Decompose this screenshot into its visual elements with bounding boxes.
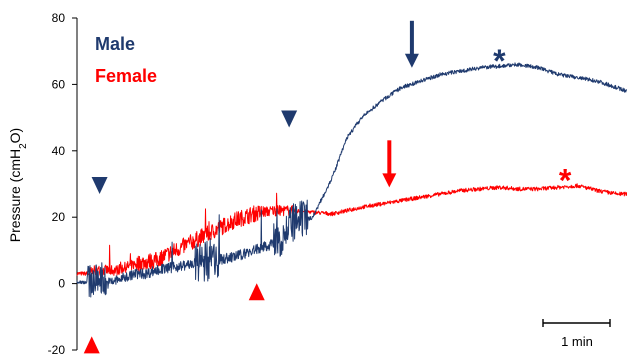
y-tick-label: -20 <box>48 343 66 357</box>
annotations: ** <box>83 20 572 354</box>
series-female-line <box>76 183 627 277</box>
male-arrow <box>404 20 419 68</box>
female-arrowhead <box>248 283 265 301</box>
scale-bar-label: 1 min <box>561 334 593 349</box>
y-tick-label: 40 <box>52 144 66 158</box>
y-axis-label-end: O) <box>7 128 23 144</box>
series-male-line <box>76 62 627 298</box>
series-lines <box>76 62 627 298</box>
male-star: * <box>493 43 506 79</box>
male-arrowhead <box>91 176 108 194</box>
legend-male: Male <box>95 34 135 54</box>
female-star: * <box>559 162 572 198</box>
time-scale-bar: 1 min <box>542 319 611 349</box>
legend-female: Female <box>95 66 157 86</box>
y-tick-label: 80 <box>52 11 66 25</box>
male-arrowhead <box>281 110 298 128</box>
y-axis-label-sub: 2 <box>18 143 29 149</box>
y-axis: -20 0 20 40 60 80 <box>48 11 78 357</box>
y-axis-label-base: Pressure (cmH <box>7 149 23 242</box>
female-arrow <box>382 140 397 188</box>
y-tick-label: 60 <box>52 77 66 91</box>
y-axis-label: Pressure (cmH2O) <box>7 128 29 242</box>
female-arrowhead <box>83 336 100 354</box>
y-tick-label: 0 <box>58 277 65 291</box>
y-tick-label: 20 <box>52 210 66 224</box>
